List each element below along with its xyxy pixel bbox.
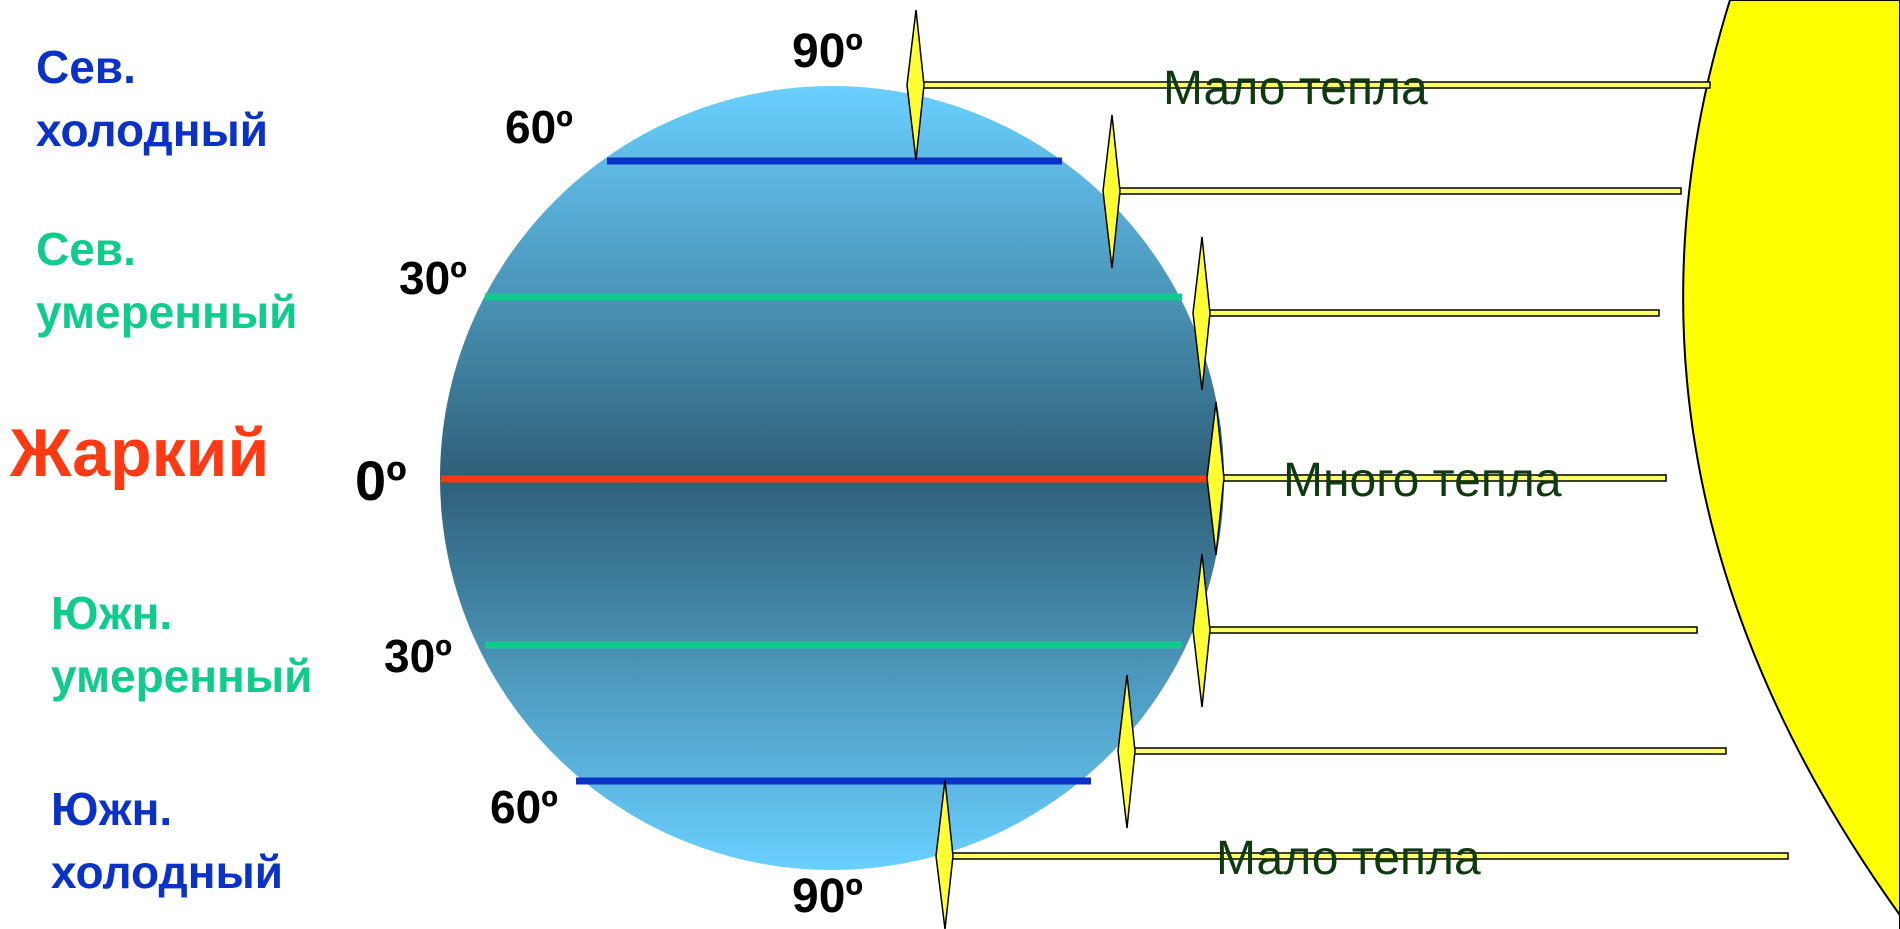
degree-label-south-30: 30º	[384, 630, 452, 682]
sun-ray	[1206, 401, 1667, 556]
sun-ray	[1192, 236, 1660, 391]
degree-label-north-pole: 90º	[792, 25, 863, 78]
zone-label-south-cold-line1: Южн.	[51, 783, 172, 835]
degree-label-equator: 0º	[355, 449, 407, 512]
sun-ray	[1102, 114, 1682, 269]
heat-label-much: Много тепла	[1283, 454, 1562, 507]
zone-label-south-cold-line2: холодный	[51, 846, 283, 898]
heat-label-north-little: Мало тепла	[1163, 62, 1428, 115]
zone-label-north-cold-line1: Сев.	[36, 41, 136, 93]
zone-label-north-temperate-line1: Сев.	[36, 223, 136, 275]
zone-label-hot: Жаркий	[9, 415, 269, 491]
zone-label-north-temperate-line2: умеренный	[36, 286, 297, 338]
sun-rays	[906, 9, 1789, 929]
heat-label-south-little: Мало тепла	[1216, 832, 1481, 885]
sun	[1682, 0, 1900, 929]
zone-label-north-cold-line2: холодный	[36, 104, 268, 156]
sun-ray	[1192, 553, 1698, 708]
degree-label-south-60: 60º	[490, 781, 558, 833]
degree-label-north-30: 30º	[399, 252, 467, 304]
sun-ray	[906, 9, 1711, 161]
degree-label-north-60: 60º	[505, 101, 573, 153]
zone-label-south-temperate-line1: Южн.	[51, 587, 172, 639]
sun-ray	[1117, 674, 1727, 829]
zone-label-south-temperate-line2: умеренный	[51, 650, 312, 702]
degree-label-south-pole: 90º	[792, 870, 863, 923]
sun-ray	[935, 779, 1789, 929]
